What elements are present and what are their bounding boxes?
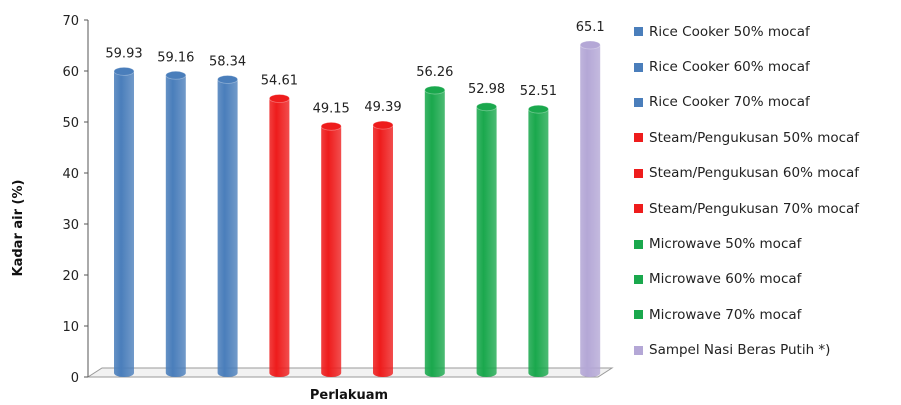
data-label: 58.34 [209, 54, 246, 69]
legend-item: Steam/Pengukusan 60% mocaf [634, 156, 899, 191]
legend-label: Steam/Pengukusan 50% mocaf [649, 129, 860, 146]
bar [165, 70, 187, 377]
legend-item: Microwave 70% mocaf [634, 297, 899, 332]
legend-item: Sampel Nasi Beras Putih *) [634, 333, 899, 368]
y-tick-label: 60 [62, 65, 79, 80]
data-label: 59.16 [157, 50, 194, 65]
legend-item: Microwave 60% mocaf [634, 262, 899, 297]
data-label: 52.98 [468, 82, 505, 97]
bar [528, 104, 549, 377]
y-axis-title: Kadar air (%) [11, 180, 26, 277]
legend-label: Steam/Pengukusan 70% mocaf [649, 200, 860, 217]
legend-item: Microwave 50% mocaf [634, 226, 899, 261]
legend-item: Rice Cooker 70% mocaf [634, 85, 899, 120]
legend-label: Rice Cooker 50% mocaf [649, 23, 810, 40]
legend-label: Microwave 50% mocaf [649, 236, 802, 253]
legend-item: Steam/Pengukusan 70% mocaf [634, 191, 899, 226]
legend-label: Rice Cooker 70% mocaf [649, 94, 810, 111]
data-labels: 59.93 59.16 58.34 54.61 49.15 49.39 56.26 52.98… [105, 20, 604, 116]
legend-label: Steam/Pengukusan 60% mocaf [649, 165, 860, 182]
legend-label: Microwave 70% mocaf [649, 306, 802, 323]
data-label: 65.1 [576, 20, 605, 35]
y-tick-label: 20 [62, 269, 79, 284]
y-tick-label: 50 [62, 116, 79, 131]
bar [320, 121, 342, 378]
bar [217, 75, 239, 377]
data-label: 56.26 [416, 65, 453, 80]
data-label: 54.61 [261, 73, 298, 88]
legend-label: Rice Cooker 60% mocaf [649, 59, 810, 76]
legend-swatch [634, 133, 643, 143]
legend-item: Rice Cooker 60% mocaf [634, 49, 899, 84]
bar [579, 40, 601, 378]
y-axis: 0 10 20 30 40 50 60 70 [62, 14, 89, 386]
bar [113, 66, 135, 378]
legend-item: Steam/Pengukusan 50% mocaf [634, 120, 899, 155]
data-label: 59.93 [105, 46, 142, 61]
bars [113, 40, 601, 378]
bar [476, 102, 498, 377]
y-tick-label: 0 [71, 371, 79, 386]
legend-label: Microwave 60% mocaf [649, 271, 802, 288]
legend-swatch [634, 97, 643, 107]
data-label: 49.15 [313, 101, 350, 116]
legend-swatch [634, 274, 643, 284]
data-label: 52.51 [520, 84, 557, 99]
y-tick-label: 40 [62, 167, 79, 182]
legend-swatch [634, 168, 643, 178]
legend: Rice Cooker 50% mocaf Rice Cooker 60% moc… [634, 14, 899, 368]
bar [424, 85, 446, 377]
legend-swatch [634, 204, 643, 214]
y-tick-label: 10 [62, 320, 79, 335]
y-tick-label: 70 [62, 14, 79, 29]
legend-swatch [634, 310, 643, 320]
legend-swatch [634, 62, 643, 72]
y-tick-label: 30 [62, 218, 79, 233]
legend-label: Sampel Nasi Beras Putih *) [649, 342, 831, 359]
legend-item: Rice Cooker 50% mocaf [634, 14, 899, 49]
bar [268, 94, 290, 377]
x-axis-title: Perlakuam [310, 388, 388, 403]
data-label: 49.39 [364, 100, 401, 115]
legend-swatch [634, 345, 643, 355]
legend-swatch [634, 27, 643, 37]
bar [372, 120, 394, 378]
legend-swatch [634, 239, 643, 249]
